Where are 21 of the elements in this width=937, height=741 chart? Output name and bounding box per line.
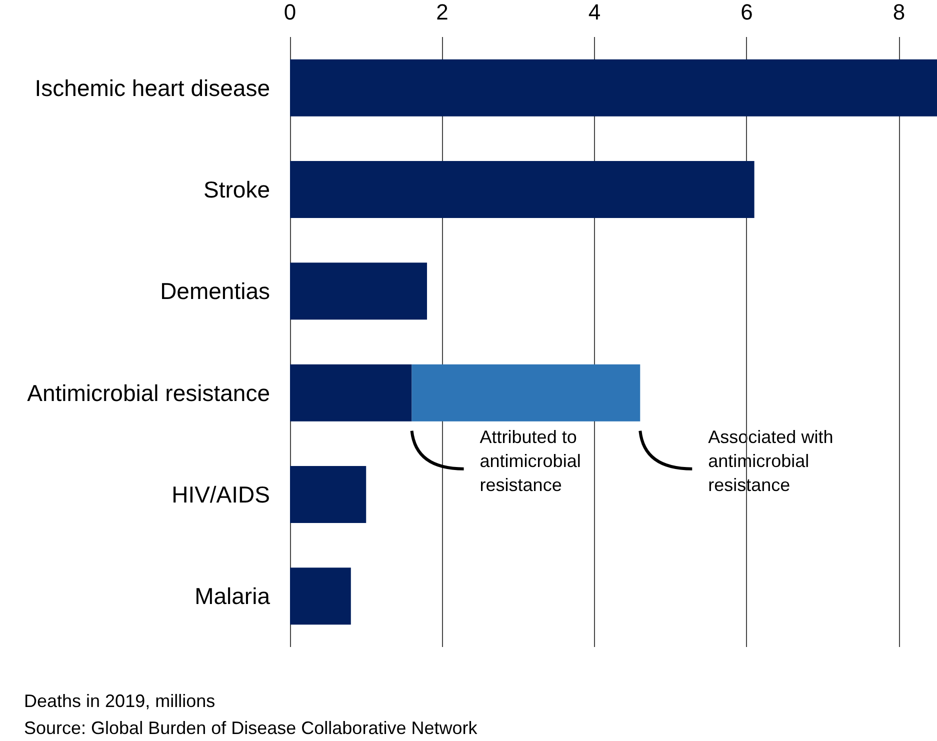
x-tick-label: 8 (892, 0, 906, 24)
y-tick-label: Antimicrobial resistance (27, 380, 270, 406)
bar (412, 364, 640, 422)
y-tick-label: Malaria (194, 583, 270, 610)
y-tick-label: Ischemic heart disease (34, 74, 270, 101)
bar (290, 59, 937, 116)
x-tick-label: 0 (284, 0, 296, 24)
source-note: Source: Global Burden of Disease Collaborative Network (24, 718, 478, 738)
y-tick-label: HIV/AIDS (172, 482, 270, 508)
bar (290, 364, 412, 422)
x-tick-label: 2 (436, 0, 448, 24)
x-tick-label: 4 (588, 0, 601, 24)
x-tick-label: 6 (740, 0, 753, 24)
bar (290, 568, 351, 625)
annotation: Attributed to antimicrobial resistance (480, 426, 586, 495)
text: Deaths in 2019, millions (24, 691, 216, 711)
y-tick-label: Dementias (160, 278, 270, 304)
y-tick-label: Stroke (204, 176, 270, 202)
bar (290, 262, 428, 320)
bar (290, 161, 754, 218)
bar (290, 466, 366, 523)
